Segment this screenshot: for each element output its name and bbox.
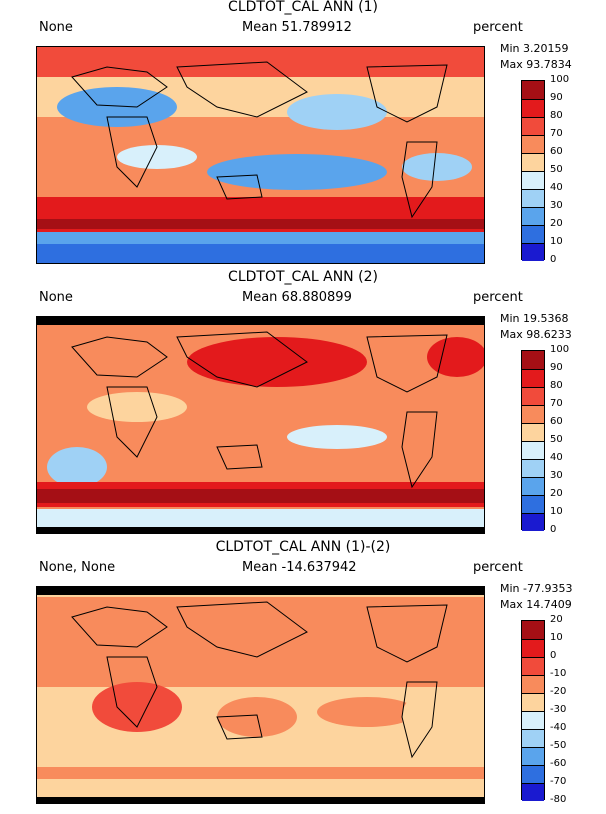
colorbar-segment [522, 423, 544, 441]
colorbar-segment [522, 441, 544, 459]
colorbar-segment [522, 765, 544, 783]
colorbar-segment [522, 675, 544, 693]
units-label: percent [473, 560, 523, 575]
colorbar-segment [522, 729, 544, 747]
colorbar-tick-label: 30 [550, 470, 563, 481]
colorbar [521, 80, 545, 261]
colorbar-tick-label: -70 [550, 776, 567, 787]
colorbar-segment [522, 711, 544, 729]
colorbar-tick-label: 80 [550, 110, 563, 121]
panel-title: CLDTOT_CAL ANN (1) [228, 0, 378, 15]
colorbar-tick-label: 40 [550, 182, 563, 193]
colorbar-segment [522, 369, 544, 387]
colorbar-tick-label: -60 [550, 758, 567, 769]
units-label: percent [473, 20, 523, 35]
case-label: None [39, 20, 73, 35]
colorbar-segment [522, 189, 544, 207]
colorbar-segment [522, 513, 544, 531]
map-plot [36, 586, 485, 804]
colorbar-segment [522, 693, 544, 711]
colorbar-tick-label: 100 [550, 74, 570, 85]
colorbar-tick-label: -10 [550, 668, 567, 679]
colorbar-tick-label: 60 [550, 146, 563, 157]
colorbar-tick-label: 10 [550, 236, 563, 247]
case-label: None, None [39, 560, 116, 575]
case-label: None [39, 290, 73, 305]
map-plot [36, 46, 485, 264]
colorbar-segment [522, 747, 544, 765]
colorbar-tick-label: -80 [550, 794, 567, 805]
panel-title: CLDTOT_CAL ANN (1)-(2) [215, 539, 391, 555]
mean-label: Mean -14.637942 [242, 560, 357, 575]
colorbar-tick-label: 80 [550, 380, 563, 391]
colorbar-tick-label: 90 [550, 362, 563, 373]
colorbar-segment [522, 81, 544, 99]
colorbar-segment [522, 405, 544, 423]
colorbar-segment [522, 225, 544, 243]
colorbar-tick-label: 10 [550, 506, 563, 517]
max-label: Max 93.7834 [500, 58, 572, 71]
colorbar-tick-label: 40 [550, 452, 563, 463]
colorbar [521, 350, 545, 531]
map-plot [36, 316, 485, 534]
min-label: Min 3.20159 [500, 42, 569, 55]
colorbar-tick-label: -40 [550, 722, 567, 733]
colorbar-tick-label: 100 [550, 344, 570, 355]
colorbar-tick-label: 0 [550, 650, 557, 661]
max-label: Max 98.6233 [500, 328, 572, 341]
colorbar-segment [522, 621, 544, 639]
panel-3: CLDTOT_CAL ANN (1)-(2) None, None Mean -… [0, 539, 606, 810]
colorbar-tick-label: 50 [550, 164, 563, 175]
min-label: Min 19.5368 [500, 312, 569, 325]
mean-label: Mean 51.789912 [242, 20, 352, 35]
colorbar [521, 620, 545, 801]
colorbar-tick-label: 90 [550, 92, 563, 103]
colorbar-segment [522, 459, 544, 477]
colorbar-tick-label: 10 [550, 632, 563, 643]
colorbar-tick-label: -20 [550, 686, 567, 697]
colorbar-segment [522, 639, 544, 657]
panel-2: CLDTOT_CAL ANN (2) None Mean 68.880899 p… [0, 269, 606, 540]
colorbar-tick-label: -30 [550, 704, 567, 715]
max-label: Max 14.7409 [500, 598, 572, 611]
colorbar-segment [522, 207, 544, 225]
panel-title: CLDTOT_CAL ANN (2) [228, 269, 378, 285]
colorbar-segment [522, 153, 544, 171]
colorbar-tick-label: 20 [550, 614, 563, 625]
panel-1: CLDTOT_CAL ANN (1) None Mean 51.789912 p… [0, 0, 606, 270]
colorbar-segment [522, 387, 544, 405]
colorbar-tick-label: 70 [550, 398, 563, 409]
colorbar-tick-label: -50 [550, 740, 567, 751]
colorbar-tick-label: 20 [550, 488, 563, 499]
colorbar-segment [522, 117, 544, 135]
colorbar-segment [522, 171, 544, 189]
colorbar-tick-label: 0 [550, 254, 557, 265]
colorbar-segment [522, 657, 544, 675]
colorbar-segment [522, 351, 544, 369]
units-label: percent [473, 290, 523, 305]
min-label: Min -77.9353 [500, 582, 573, 595]
colorbar-segment [522, 477, 544, 495]
colorbar-segment [522, 783, 544, 801]
colorbar-tick-label: 0 [550, 524, 557, 535]
colorbar-tick-label: 20 [550, 218, 563, 229]
colorbar-segment [522, 99, 544, 117]
mean-label: Mean 68.880899 [242, 290, 352, 305]
colorbar-segment [522, 495, 544, 513]
colorbar-tick-label: 50 [550, 434, 563, 445]
colorbar-segment [522, 135, 544, 153]
colorbar-tick-label: 30 [550, 200, 563, 211]
colorbar-tick-label: 70 [550, 128, 563, 139]
colorbar-segment [522, 243, 544, 261]
colorbar-tick-label: 60 [550, 416, 563, 427]
